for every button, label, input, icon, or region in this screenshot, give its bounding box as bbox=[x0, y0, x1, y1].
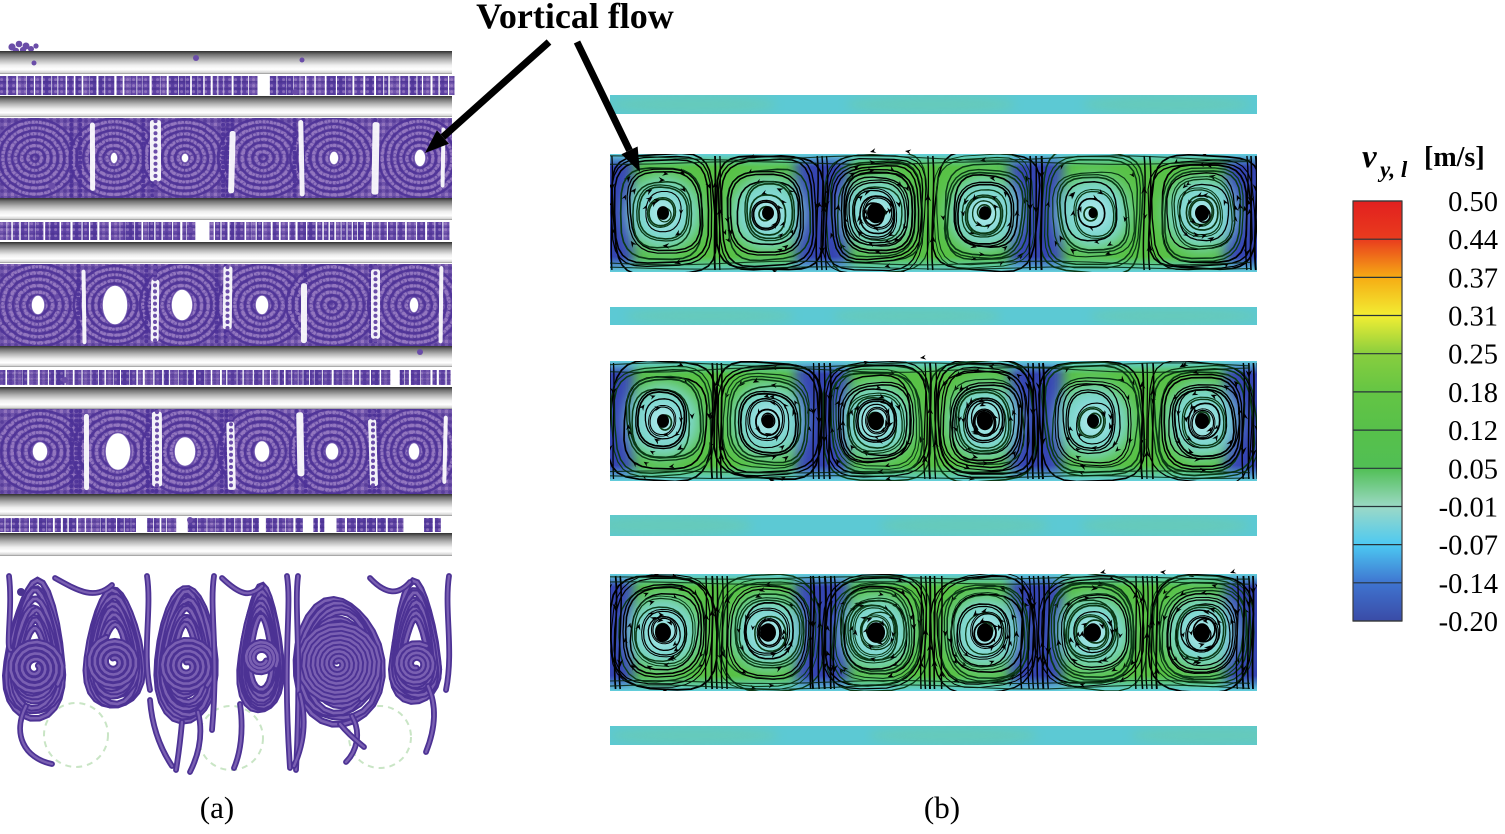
svg-text:(b): (b) bbox=[924, 790, 960, 825]
svg-text:0.44: 0.44 bbox=[1448, 225, 1498, 256]
svg-text:-0.20: -0.20 bbox=[1439, 607, 1498, 638]
svg-text:[m/s]: [m/s] bbox=[1424, 142, 1485, 173]
svg-text:-0.01: -0.01 bbox=[1439, 493, 1498, 524]
svg-text:0.50: 0.50 bbox=[1448, 187, 1498, 218]
svg-text:0.25: 0.25 bbox=[1448, 340, 1498, 371]
svg-text:-0.14: -0.14 bbox=[1439, 569, 1498, 600]
svg-text:0.37: 0.37 bbox=[1448, 263, 1498, 294]
svg-text:(a): (a) bbox=[200, 790, 234, 825]
svg-text:-0.07: -0.07 bbox=[1439, 531, 1498, 562]
svg-text:y, l: y, l bbox=[1377, 157, 1408, 182]
svg-text:0.18: 0.18 bbox=[1448, 378, 1498, 409]
svg-text:Vortical flow: Vortical flow bbox=[476, 0, 674, 36]
svg-text:0.12: 0.12 bbox=[1448, 416, 1498, 447]
svg-text:0.31: 0.31 bbox=[1448, 302, 1498, 333]
svg-text:v: v bbox=[1362, 139, 1377, 175]
svg-text:0.05: 0.05 bbox=[1448, 454, 1498, 485]
